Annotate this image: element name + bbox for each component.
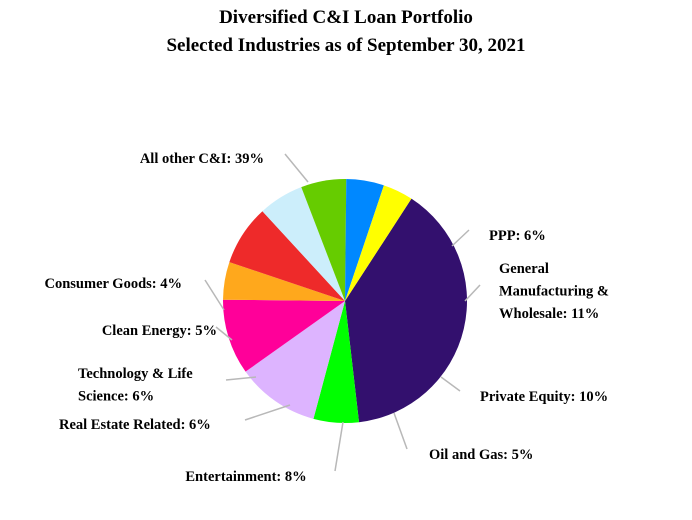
pie-slice-technology: [301, 179, 347, 301]
slice-label-real-estate: Real Estate Related: 6%: [59, 417, 211, 433]
slice-label-line: Science: 6%: [78, 389, 154, 405]
slice-label-clean-energy: Clean Energy: 5%: [102, 323, 217, 339]
slice-label-oil-and-gas: Oil and Gas: 5%: [429, 447, 533, 463]
slice-label-entertainment: Entertainment: 8%: [185, 469, 306, 485]
slice-label-line: PPP: 6%: [489, 228, 546, 244]
slice-label-all-other: All other C&I: 39%: [140, 151, 264, 167]
slice-label-line: Manufacturing &: [499, 284, 609, 300]
chart-title: Diversified C&I Loan Portfolio: [219, 7, 473, 28]
slice-label-line: Clean Energy: 5%: [102, 323, 217, 339]
pie-slice-oil-and-gas: [223, 262, 345, 301]
pie-slice-ppp: [313, 301, 360, 423]
leader-line-general-manufacturing: [464, 284, 481, 302]
pie-slice-clean-energy: [345, 179, 384, 301]
pie-slice-general-manufacturing: [245, 301, 345, 419]
slice-label-line: Consumer Goods: 4%: [45, 276, 183, 292]
slice-label-ppp: PPP: 6%: [489, 228, 546, 244]
slice-label-private-equity: Private Equity: 10%: [480, 389, 608, 405]
slice-label-line: General: [499, 261, 549, 277]
leader-line-all-other: [284, 153, 309, 183]
pie-slice-private-equity: [223, 299, 345, 372]
slice-label-general-manufacturing: General Manufacturing & Wholesale: 11%: [499, 261, 609, 322]
leader-line-oil-and-gas: [393, 412, 408, 450]
slice-label-line: Entertainment: 8%: [185, 469, 306, 485]
slice-label-consumer-goods: Consumer Goods: 4%: [45, 276, 183, 292]
slice-label-line: Oil and Gas: 5%: [429, 447, 533, 463]
leader-line-private-equity: [440, 376, 461, 392]
pie-slice-all-other: [345, 198, 468, 423]
slice-label-line: Private Equity: 10%: [480, 389, 608, 405]
slice-label-line: All other C&I: 39%: [140, 151, 264, 167]
leader-line-real-estate: [244, 404, 291, 421]
chart-subtitle: Selected Industries as of September 30, …: [166, 35, 526, 56]
leader-line-consumer-goods: [204, 279, 225, 311]
slice-label-line: Wholesale: 11%: [499, 306, 599, 322]
leader-line-entertainment: [334, 421, 344, 472]
pie-slice-consumer-goods: [345, 185, 412, 301]
leader-line-ppp: [451, 229, 470, 247]
pie-slice-real-estate: [262, 187, 345, 301]
leader-line-technology: [225, 376, 257, 381]
slice-label-line: Technology & Life: [78, 366, 193, 382]
pie-slice-entertainment: [229, 211, 345, 301]
slice-label-line: Real Estate Related: 6%: [59, 417, 211, 433]
slice-label-technology: Technology & Life Science: 6%: [78, 366, 193, 405]
leader-line-clean-energy: [215, 326, 233, 341]
